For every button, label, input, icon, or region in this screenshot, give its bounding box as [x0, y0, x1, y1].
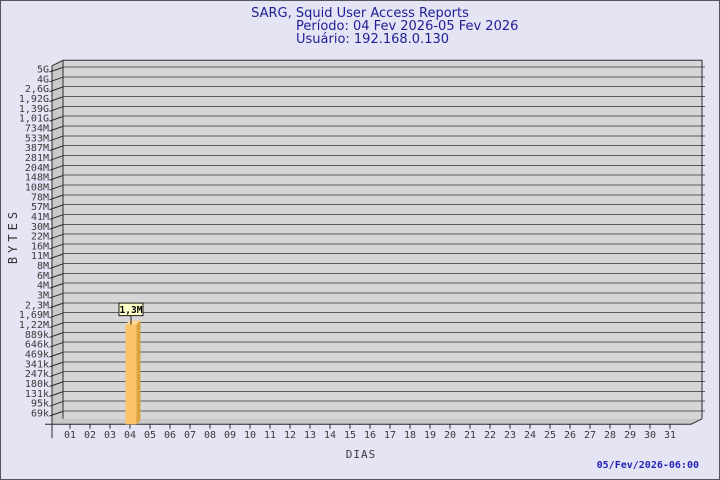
svg-text:281M: 281M [25, 153, 49, 164]
generated-timestamp: 05/Fev/2026-06:00 [596, 460, 699, 471]
svg-text:09: 09 [224, 430, 236, 441]
svg-text:131k: 131k [25, 389, 49, 400]
svg-text:17: 17 [384, 430, 396, 441]
svg-text:57M: 57M [31, 202, 49, 213]
svg-text:22M: 22M [31, 232, 49, 243]
svg-text:01: 01 [64, 430, 76, 441]
svg-text:533M: 533M [25, 133, 49, 144]
svg-text:16: 16 [364, 430, 376, 441]
svg-text:204M: 204M [25, 163, 49, 174]
svg-text:8M: 8M [37, 261, 49, 272]
svg-text:24: 24 [524, 430, 536, 441]
svg-text:646k: 646k [25, 340, 49, 351]
chart-title: SARG, Squid User Access Reports [251, 6, 469, 21]
svg-text:30M: 30M [31, 222, 49, 233]
svg-text:06: 06 [164, 430, 176, 441]
svg-text:5G: 5G [37, 65, 49, 76]
svg-text:247k: 247k [25, 369, 49, 380]
svg-text:1,22M: 1,22M [19, 320, 49, 331]
grid-lines [63, 66, 705, 412]
x-axis-tick-labels: 01 02 03 04 05 06 07 08 09 10 11 12 13 14 15 16 17 18 19 20… [64, 430, 676, 441]
svg-text:19: 19 [424, 430, 436, 441]
svg-text:1,01G: 1,01G [19, 114, 49, 125]
bar-value-annotation: 1,3M [118, 302, 144, 325]
svg-text:6M: 6M [37, 271, 49, 282]
svg-text:78M: 78M [31, 192, 49, 203]
svg-text:41M: 41M [31, 212, 49, 223]
svg-text:03: 03 [104, 430, 116, 441]
chart-period: Período: 04 Fev 2026-05 Fev 2026 [296, 19, 519, 34]
svg-text:180k: 180k [25, 379, 49, 390]
x-tick-marks [69, 424, 671, 429]
svg-text:3M: 3M [37, 291, 49, 302]
svg-text:387M: 387M [25, 143, 49, 154]
plot-frame [45, 59, 703, 439]
chart-user: Usuário: 192.168.0.130 [296, 32, 450, 47]
svg-text:889k: 889k [25, 330, 49, 341]
svg-text:69k: 69k [31, 409, 49, 420]
svg-text:02: 02 [84, 430, 96, 441]
svg-text:12: 12 [284, 430, 296, 441]
svg-text:25: 25 [544, 430, 556, 441]
svg-text:108M: 108M [25, 182, 49, 193]
y-axis-title: BYTES [6, 207, 20, 265]
svg-text:1,39G: 1,39G [19, 104, 49, 115]
svg-text:1,92G: 1,92G [19, 94, 49, 105]
svg-text:08: 08 [204, 430, 216, 441]
svg-text:10: 10 [244, 430, 256, 441]
svg-text:28: 28 [604, 430, 616, 441]
y-axis-tick-labels: 5G4G2,6G1,92G1,39G1,01G734M533M387M281M2… [19, 65, 49, 420]
svg-text:07: 07 [184, 430, 196, 441]
svg-text:469k: 469k [25, 350, 49, 361]
svg-text:21: 21 [464, 430, 476, 441]
svg-text:16M: 16M [31, 241, 49, 252]
svg-text:05: 05 [144, 430, 156, 441]
svg-text:148M: 148M [25, 173, 49, 184]
svg-text:30: 30 [644, 430, 656, 441]
svg-text:04: 04 [124, 430, 136, 441]
svg-text:95k: 95k [31, 399, 49, 410]
svg-text:31: 31 [664, 430, 676, 441]
svg-text:13: 13 [304, 430, 316, 441]
svg-text:20: 20 [444, 430, 456, 441]
svg-text:1,69M: 1,69M [19, 310, 49, 321]
svg-text:11: 11 [264, 430, 276, 441]
svg-text:2,6G: 2,6G [25, 84, 49, 95]
svg-text:734M: 734M [25, 123, 49, 134]
svg-text:1,3M: 1,3M [120, 305, 143, 316]
svg-text:29: 29 [624, 430, 636, 441]
svg-text:4M: 4M [37, 281, 49, 292]
svg-text:18: 18 [404, 430, 416, 441]
svg-text:341k: 341k [25, 359, 49, 370]
svg-text:11M: 11M [31, 251, 49, 262]
svg-text:23: 23 [504, 430, 516, 441]
svg-text:4G: 4G [37, 74, 49, 85]
svg-text:26: 26 [564, 430, 576, 441]
svg-text:22: 22 [484, 430, 496, 441]
svg-text:14: 14 [324, 430, 336, 441]
svg-text:15: 15 [344, 430, 356, 441]
x-axis-title: DIAS [345, 448, 377, 461]
svg-text:27: 27 [584, 430, 596, 441]
bar-day-04 [125, 320, 141, 425]
svg-text:2,3M: 2,3M [25, 300, 49, 311]
